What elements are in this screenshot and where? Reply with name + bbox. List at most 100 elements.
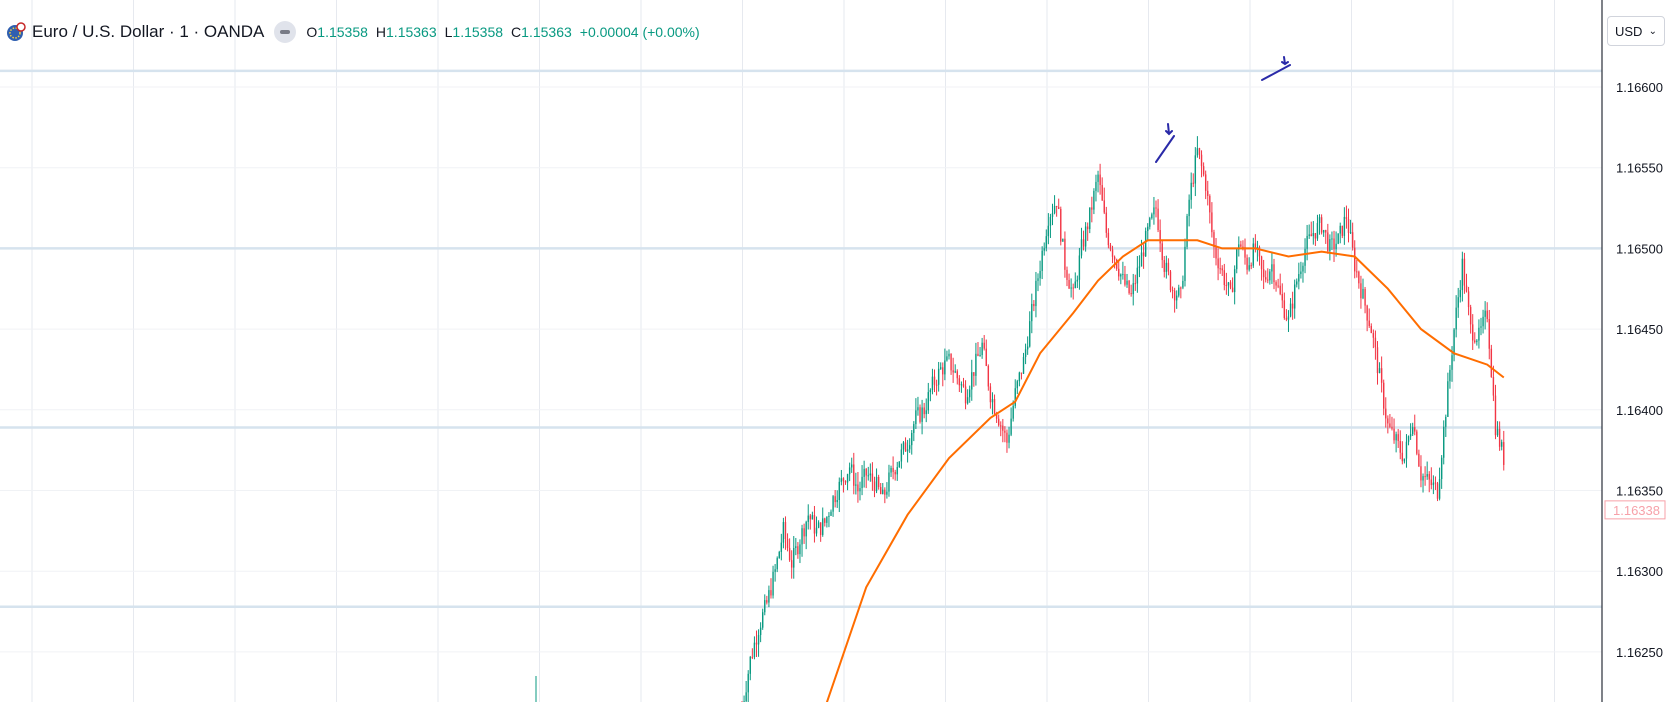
candle	[1138, 255, 1141, 278]
candle-body	[1169, 271, 1172, 290]
candle	[840, 469, 843, 486]
candle	[1016, 379, 1019, 395]
candle	[1115, 258, 1118, 271]
candle	[1045, 229, 1047, 252]
candle	[861, 465, 863, 496]
candle	[1157, 199, 1159, 233]
candle	[1306, 224, 1308, 261]
candle	[1068, 273, 1070, 289]
candle-body	[1115, 259, 1118, 269]
candle-body	[1273, 264, 1275, 283]
candle-body	[1385, 408, 1387, 419]
candle-body	[906, 449, 909, 452]
candle-body	[894, 471, 896, 475]
candle	[1167, 258, 1170, 276]
candle-body	[1118, 268, 1120, 277]
candle-body	[1045, 236, 1047, 249]
collapse-button[interactable]	[274, 21, 297, 43]
candle	[1101, 177, 1103, 201]
candle	[1142, 244, 1145, 269]
price-axis[interactable]: 1.16600 1.16550 1.16500 1.16450 1.16400 1.163…	[1601, 0, 1674, 702]
candle	[774, 564, 776, 582]
candle	[1250, 262, 1252, 270]
candle	[1165, 255, 1168, 279]
candle	[1362, 278, 1364, 300]
candle	[1347, 208, 1350, 243]
candle-body	[1080, 239, 1083, 256]
candle	[834, 489, 836, 508]
candle	[921, 399, 923, 435]
candle-body	[747, 673, 749, 693]
candle-body	[1126, 280, 1128, 285]
candle-body	[1058, 207, 1060, 209]
candle	[790, 550, 793, 579]
candle-body	[962, 384, 965, 387]
candle	[1248, 257, 1250, 272]
candle-body	[1428, 474, 1430, 480]
candle-body	[822, 518, 824, 535]
candle	[1434, 476, 1437, 490]
candle-body	[1405, 441, 1408, 459]
candle-body	[1393, 428, 1395, 441]
candle-body	[1306, 235, 1308, 249]
price-tick-label: 1.16450	[1616, 322, 1663, 337]
last-price-badge	[1604, 500, 1666, 520]
symbol-title[interactable]: Euro / U.S. Dollar · 1 · OANDA	[32, 22, 265, 41]
candle	[993, 394, 996, 415]
candle-body	[1496, 428, 1499, 436]
candle-body	[1395, 434, 1397, 441]
candle	[879, 483, 882, 495]
candle-body	[1130, 293, 1132, 295]
candle	[1467, 286, 1470, 316]
candle	[1184, 238, 1186, 287]
candle	[983, 335, 985, 351]
candle	[1198, 147, 1201, 160]
candle	[1128, 279, 1130, 295]
candle-body	[1349, 232, 1352, 234]
candle	[948, 349, 950, 360]
candle-body	[1060, 208, 1062, 242]
candle-body	[1296, 281, 1298, 285]
candle	[1182, 275, 1184, 290]
candle-body	[1014, 388, 1016, 406]
candle-body	[1304, 248, 1306, 266]
candle-body	[940, 367, 942, 369]
candle	[1335, 231, 1337, 257]
candle-body	[908, 445, 911, 450]
candle	[1099, 163, 1101, 195]
candle	[1341, 225, 1343, 239]
candle-body	[1095, 181, 1097, 191]
candle	[1103, 187, 1105, 215]
candle	[1024, 343, 1027, 365]
candle	[871, 462, 874, 491]
candle	[1161, 240, 1163, 269]
candle-body	[759, 627, 762, 636]
candle-body	[838, 481, 840, 501]
candle-body	[865, 468, 867, 476]
candle	[1035, 271, 1037, 318]
candle	[1265, 270, 1267, 283]
candle-body	[830, 511, 832, 516]
candle	[1113, 255, 1116, 269]
candle	[1107, 228, 1110, 249]
candle-body	[811, 515, 814, 520]
candle	[1196, 136, 1199, 158]
currency-select[interactable]: USD ⌄	[1607, 16, 1665, 46]
candle-body	[1436, 483, 1439, 499]
candle-body	[987, 365, 990, 387]
candle-body	[805, 521, 807, 537]
candle-body	[1171, 289, 1174, 291]
candle-body	[1426, 474, 1428, 477]
candle-body	[807, 515, 809, 522]
candle-body	[929, 389, 932, 393]
candle-body	[1347, 219, 1350, 233]
candle-body	[1368, 320, 1370, 327]
candle-body	[942, 367, 944, 375]
candle-body	[964, 386, 967, 404]
annotations[interactable]	[1155, 56, 1291, 163]
candle	[749, 655, 751, 681]
candle-body	[1484, 310, 1486, 317]
candle	[1447, 372, 1449, 417]
candle	[1302, 262, 1304, 283]
